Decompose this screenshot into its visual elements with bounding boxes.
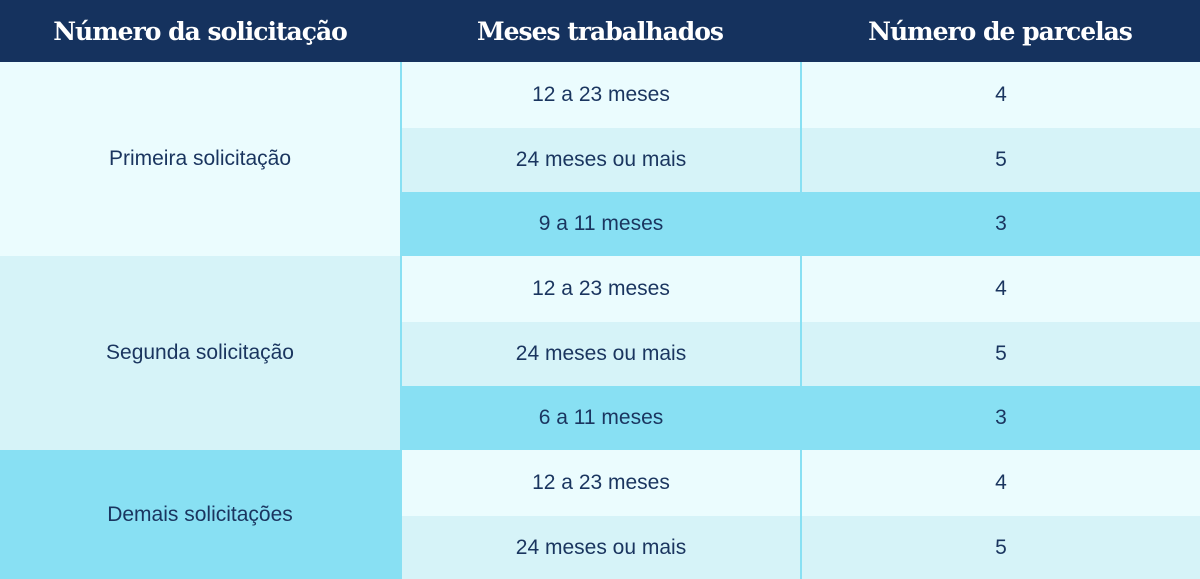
months-cell: 12 a 23 meses (400, 62, 800, 128)
installments-cell: 3 (800, 192, 1200, 256)
installments-cell: 4 (800, 256, 1200, 322)
header-request-number: Número da solicitação (53, 16, 348, 46)
group-label: Primeira solicitação (0, 62, 400, 256)
months-cell: 12 a 23 meses (400, 450, 800, 516)
months-cell: 9 a 11 meses (400, 192, 800, 256)
months-cell: 24 meses ou mais (400, 322, 800, 386)
installments-cell: 5 (800, 322, 1200, 386)
group-label: Segunda solicitação (0, 256, 400, 450)
group-label: Demais solicitações (0, 450, 400, 579)
installments-cell: 4 (800, 450, 1200, 516)
months-cell: 24 meses ou mais (400, 516, 800, 579)
installments-cell: 5 (800, 516, 1200, 579)
header-installments: Número de parcelas (868, 16, 1133, 46)
installments-cell: 5 (800, 128, 1200, 192)
months-cell: 24 meses ou mais (400, 128, 800, 192)
installments-cell: 3 (800, 386, 1200, 450)
header-months-worked: Meses trabalhados (476, 16, 724, 46)
months-cell: 6 a 11 meses (400, 386, 800, 450)
months-cell: 12 a 23 meses (400, 256, 800, 322)
installments-cell: 4 (800, 62, 1200, 128)
table-header: Número da solicitação Meses trabalhados … (0, 0, 1200, 62)
